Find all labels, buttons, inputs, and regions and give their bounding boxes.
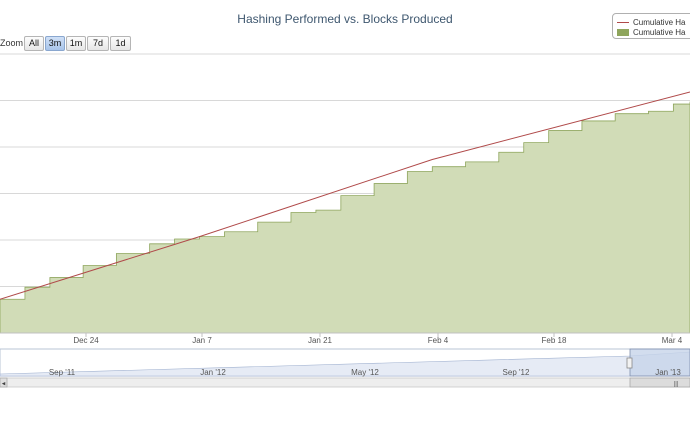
- line-series-cumulative[interactable]: [0, 91, 690, 300]
- legend-area-swatch: [617, 29, 629, 37]
- navigator-tick-label: Sep '12: [503, 368, 530, 377]
- legend-label-area: Cumulative Ha: [633, 28, 686, 37]
- navigator-tick-label: May '12: [351, 368, 379, 377]
- zoom-1d-button[interactable]: 1d: [110, 36, 131, 51]
- chart-title: Hashing Performed vs. Blocks Produced: [237, 12, 453, 26]
- zoom-3m-button[interactable]: 3m: [45, 36, 65, 51]
- scrollbar-left-arrow-icon: ◂: [2, 381, 6, 388]
- x-axis-tick-label: Mar 4: [662, 336, 683, 345]
- navigator-tick-label: Sep '11: [49, 368, 76, 377]
- x-axis-tick-label: Dec 24: [73, 336, 99, 345]
- navigator-tick-label: Jan '12: [200, 368, 226, 377]
- zoom-label: Zoom: [0, 38, 24, 48]
- chart-legend[interactable]: Cumulative Ha Cumulative Ha: [612, 13, 690, 39]
- x-axis-tick-label: Jan 7: [192, 336, 212, 345]
- scrollbar-left-button[interactable]: [0, 377, 8, 388]
- legend-line-swatch: [617, 22, 629, 24]
- legend-item-area[interactable]: Cumulative Ha: [617, 28, 685, 37]
- scrollbar-track[interactable]: [0, 377, 690, 388]
- legend-item-line[interactable]: Cumulative Ha: [617, 18, 685, 27]
- zoom-all-button[interactable]: All: [24, 36, 44, 51]
- x-axis-tick-label: Feb 18: [542, 336, 567, 345]
- scrollbar-thumb[interactable]: [629, 377, 690, 388]
- x-axis-tick-label: Jan 21: [308, 336, 333, 345]
- x-axis-tick-label: Feb 4: [428, 336, 449, 345]
- area-series-cumulative[interactable]: [0, 101, 690, 334]
- navigator-handle-left[interactable]: [626, 357, 633, 369]
- navigator-tick-label: Jan '13: [655, 368, 681, 377]
- legend-label-line: Cumulative Ha: [633, 18, 686, 27]
- zoom-1m-button[interactable]: 1m: [66, 36, 86, 51]
- scrollbar-grip-icon: |||: [674, 382, 679, 388]
- zoom-7d-button[interactable]: 7d: [87, 36, 109, 51]
